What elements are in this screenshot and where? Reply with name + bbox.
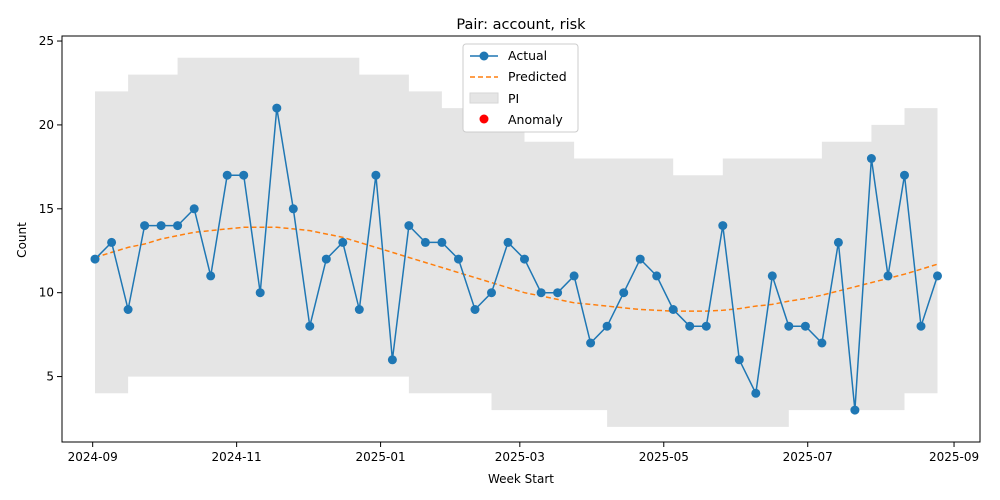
actual-point bbox=[800, 321, 810, 331]
actual-point bbox=[454, 254, 463, 264]
legend: Actual Predicted PI Anomaly bbox=[462, 43, 579, 133]
actual-point bbox=[371, 170, 381, 180]
actual-point bbox=[619, 288, 629, 298]
y-axis-title: Count bbox=[15, 222, 29, 258]
actual-point bbox=[685, 321, 695, 331]
actual-point bbox=[635, 254, 645, 264]
actual-point bbox=[321, 254, 331, 264]
actual-point bbox=[487, 288, 496, 298]
x-tick-label: 2025-09 bbox=[929, 450, 979, 464]
actual-point bbox=[470, 305, 480, 314]
actual-point bbox=[387, 355, 397, 365]
x-tick-label: 2025-07 bbox=[783, 450, 833, 464]
actual-point bbox=[222, 170, 232, 180]
legend-frame bbox=[462, 43, 579, 133]
y-tick-label: 5 bbox=[46, 370, 54, 384]
x-tick-label: 2024-09 bbox=[68, 450, 118, 464]
actual-point bbox=[173, 221, 183, 231]
prediction-interval-band bbox=[95, 57, 938, 427]
x-tick-label: 2025-01 bbox=[356, 450, 406, 464]
actual-point bbox=[123, 305, 133, 314]
actual-point bbox=[866, 154, 876, 163]
actual-point bbox=[817, 338, 827, 348]
x-tick-label: 2024-11 bbox=[212, 450, 262, 464]
actual-point bbox=[437, 237, 447, 247]
actual-line bbox=[94, 107, 939, 411]
x-axis: 2024-09 2024-11 2025-01 2025-03 2025-05 2025-… bbox=[68, 442, 979, 464]
actual-point bbox=[189, 204, 199, 214]
y-axis: 5 10 15 20 25 bbox=[39, 34, 62, 384]
x-axis-title: Week Start bbox=[488, 472, 554, 486]
plot-area bbox=[61, 35, 981, 443]
actual-point bbox=[239, 170, 249, 180]
actual-point bbox=[586, 338, 596, 348]
actual-point bbox=[255, 288, 265, 298]
actual-point bbox=[916, 321, 926, 331]
actual-point bbox=[652, 271, 662, 281]
actual-point bbox=[602, 321, 612, 331]
actual-point bbox=[288, 204, 298, 214]
y-tick-label: 10 bbox=[39, 286, 54, 300]
legend-anomaly-label: Anomaly bbox=[508, 112, 563, 127]
legend-actual-label: Actual bbox=[508, 48, 547, 63]
actual-point bbox=[90, 254, 100, 264]
actual-point bbox=[420, 237, 430, 247]
y-tick-label: 15 bbox=[39, 202, 54, 216]
actual-point bbox=[140, 221, 150, 231]
legend-pi-label: PI bbox=[508, 91, 519, 106]
legend-actual-marker bbox=[479, 51, 489, 61]
actual-point bbox=[933, 271, 942, 281]
predicted-line bbox=[94, 226, 938, 312]
actual-point bbox=[553, 288, 563, 298]
actual-point bbox=[156, 221, 166, 231]
actual-point bbox=[900, 170, 909, 180]
actual-point bbox=[701, 321, 711, 331]
actual-point bbox=[338, 237, 348, 247]
x-tick-label: 2025-05 bbox=[639, 450, 689, 464]
actual-point bbox=[404, 221, 414, 231]
chart-title: Pair: account, risk bbox=[456, 17, 586, 33]
actual-point bbox=[734, 355, 744, 365]
actual-point bbox=[850, 405, 860, 415]
actual-point bbox=[569, 271, 579, 281]
actual-point bbox=[833, 237, 843, 247]
actual-point bbox=[718, 221, 728, 231]
plot-frame bbox=[61, 35, 981, 443]
actual-point bbox=[883, 271, 893, 281]
actual-point bbox=[272, 103, 282, 113]
actual-point bbox=[751, 388, 761, 398]
actual-point bbox=[206, 271, 216, 281]
legend-anomaly-marker bbox=[479, 114, 489, 124]
actual-point bbox=[767, 271, 777, 281]
actual-point bbox=[520, 254, 529, 264]
actual-point bbox=[668, 305, 678, 314]
legend-pi-swatch bbox=[469, 92, 499, 104]
actual-point bbox=[354, 305, 364, 314]
actual-point bbox=[503, 237, 513, 247]
x-tick-label: 2025-03 bbox=[495, 450, 545, 464]
y-tick-label: 25 bbox=[39, 34, 54, 48]
actual-point bbox=[784, 321, 794, 331]
y-tick-label: 20 bbox=[39, 118, 54, 132]
actual-point bbox=[536, 288, 546, 298]
legend-predicted-label: Predicted bbox=[508, 69, 567, 84]
actual-point bbox=[107, 237, 117, 247]
actual-point bbox=[305, 321, 315, 331]
